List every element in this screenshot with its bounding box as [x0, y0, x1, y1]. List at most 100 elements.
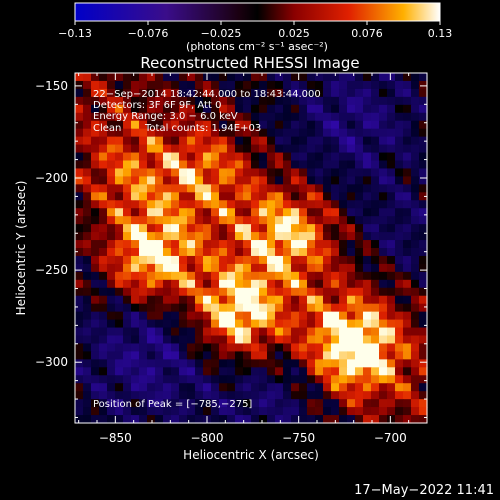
- heatmap-cell: [283, 192, 292, 201]
- heatmap-cell: [115, 160, 124, 170]
- heatmap-cell: [235, 303, 244, 313]
- colorbar-tick-label: −0.076: [128, 27, 169, 40]
- heatmap-cell: [227, 311, 236, 321]
- heatmap-cell: [203, 88, 212, 98]
- heatmap-cell: [179, 168, 188, 177]
- heatmap-cell: [355, 407, 364, 416]
- heatmap-cell: [131, 73, 140, 82]
- heatmap-cell: [243, 351, 252, 360]
- heatmap-cell: [227, 295, 236, 305]
- heatmap-cell: [267, 279, 276, 289]
- heatmap-cell: [91, 73, 100, 82]
- heatmap-cell: [179, 335, 188, 345]
- heatmap-cell: [203, 375, 212, 384]
- heatmap-cell: [315, 383, 324, 392]
- heatmap-cell: [91, 295, 100, 305]
- heatmap-cell: [403, 168, 412, 177]
- heatmap-cell: [403, 407, 412, 416]
- heatmap-cell: [419, 367, 428, 376]
- heatmap-cell: [219, 160, 228, 170]
- heatmap-cell: [331, 192, 340, 201]
- heatmap-cell: [387, 184, 396, 193]
- heatmap-cell: [363, 168, 372, 177]
- heatmap-cell: [139, 343, 148, 352]
- heatmap-cell: [259, 295, 268, 305]
- heatmap-cell: [131, 391, 140, 400]
- heatmap-cell: [299, 335, 308, 345]
- heatmap-cell: [147, 248, 156, 257]
- heatmap-cell: [139, 136, 148, 146]
- heatmap-cell: [291, 311, 300, 321]
- heatmap-cell: [419, 295, 428, 305]
- heatmap-cell: [75, 367, 84, 376]
- heatmap-cell: [339, 152, 348, 162]
- heatmap-cell: [291, 327, 300, 337]
- heatmap-cell: [395, 295, 404, 305]
- heatmap-cell: [363, 96, 372, 106]
- heatmap-cell: [123, 407, 132, 416]
- heatmap-cell: [259, 311, 268, 321]
- heatmap-cell: [163, 351, 172, 360]
- heatmap-cell: [179, 176, 188, 185]
- heatmap-cell: [155, 327, 164, 337]
- heatmap-cell: [187, 383, 196, 392]
- heatmap-cell: [315, 271, 324, 281]
- heatmap-cell: [99, 136, 108, 146]
- heatmap-cell: [363, 327, 372, 337]
- heatmap-cell: [403, 152, 412, 162]
- heatmap-cell: [107, 168, 116, 177]
- heatmap-cell: [291, 136, 300, 146]
- heatmap-cell: [107, 200, 116, 209]
- heatmap-cell: [211, 136, 220, 146]
- heatmap-cell: [171, 120, 180, 130]
- heatmap-cell: [299, 415, 308, 424]
- heatmap-cell: [315, 216, 324, 225]
- heatmap-cell: [219, 415, 228, 424]
- heatmap-cell: [251, 367, 260, 376]
- heatmap-cell: [403, 327, 412, 337]
- heatmap-cell: [179, 399, 188, 408]
- heatmap-cell: [179, 295, 188, 305]
- heatmap-cell: [91, 343, 100, 352]
- heatmap-cell: [395, 351, 404, 360]
- heatmap-cell: [235, 152, 244, 162]
- heatmap-cell: [91, 375, 100, 384]
- heatmap-cell: [155, 287, 164, 297]
- heatmap-cell: [155, 407, 164, 416]
- heatmap-cell: [211, 407, 220, 416]
- heatmap-cell: [131, 112, 140, 122]
- heatmap-cell: [315, 255, 324, 265]
- heatmap-cell: [387, 136, 396, 146]
- heatmap-cell: [203, 335, 212, 345]
- heatmap-cell: [403, 88, 412, 98]
- heatmap-cell: [195, 287, 204, 297]
- heatmap-cell: [75, 216, 84, 225]
- heatmap-cell: [75, 80, 84, 90]
- heatmap-cell: [299, 96, 308, 106]
- heatmap-cell: [155, 232, 164, 241]
- heatmap-cell: [259, 271, 268, 281]
- heatmap-cell: [395, 248, 404, 257]
- heatmap-cell: [283, 375, 292, 384]
- heatmap-cell: [355, 88, 364, 98]
- heatmap-cell: [227, 415, 236, 424]
- heatmap-cell: [147, 303, 156, 313]
- heatmap-cell: [131, 168, 140, 177]
- heatmap-cell: [419, 112, 428, 122]
- heatmap-cell: [187, 232, 196, 241]
- heatmap-cell: [235, 287, 244, 297]
- heatmap-cell: [419, 343, 428, 352]
- heatmap-cell: [75, 359, 84, 368]
- heatmap-cell: [243, 287, 252, 297]
- heatmap-cell: [171, 359, 180, 368]
- heatmap-cell: [419, 160, 428, 170]
- y-axis-ticks: −150−200−250−300: [35, 79, 427, 418]
- heatmap-cell: [347, 255, 356, 265]
- heatmap-cell: [235, 255, 244, 265]
- heatmap-cell: [115, 327, 124, 337]
- heatmap-cell: [91, 104, 100, 114]
- heatmap-cell: [195, 73, 204, 82]
- heatmap-cell: [259, 73, 268, 82]
- heatmap-cell: [83, 279, 92, 289]
- heatmap-cell: [83, 200, 92, 209]
